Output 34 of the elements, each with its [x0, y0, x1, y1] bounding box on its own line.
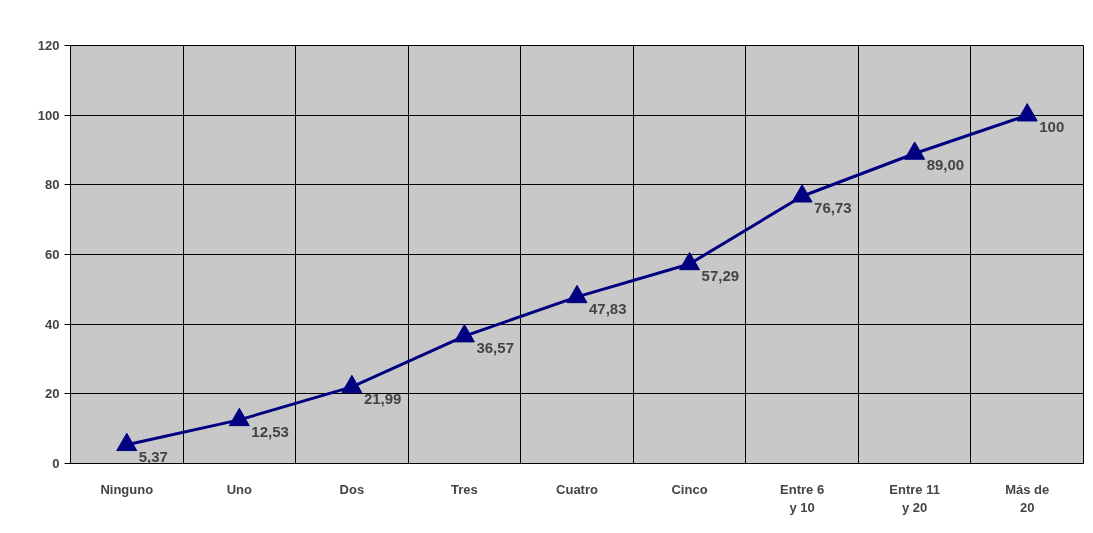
- y-tick-label: 80: [45, 177, 60, 193]
- x-tick-label: Entre 6 y 10: [780, 481, 825, 515]
- y-tick-label: 20: [45, 386, 60, 402]
- x-tick-label: Más de 20: [1005, 481, 1050, 515]
- point: [791, 184, 813, 203]
- point: [228, 407, 250, 427]
- point: [566, 284, 588, 304]
- data-label: 57,29: [701, 266, 740, 284]
- y-tick-label: 0: [52, 456, 60, 471]
- x-tick-label: Uno: [226, 481, 253, 497]
- data-label: 21,99: [363, 389, 402, 407]
- x-tick-label: Ninguno: [100, 481, 154, 497]
- data-label: 36,57: [476, 339, 514, 357]
- point: [453, 324, 475, 343]
- y-tick-label: 120: [37, 38, 60, 53]
- y-tick-label: 40: [45, 316, 60, 332]
- data-label: 12,53: [251, 422, 289, 440]
- data-label: 89,00: [926, 156, 965, 174]
- y-tick-label: 100: [37, 107, 60, 123]
- point: [116, 432, 138, 452]
- x-tick-label: Cinco: [671, 481, 708, 497]
- point: [341, 374, 363, 394]
- data-label: 5,37: [138, 447, 168, 465]
- x-tick-label: Tres: [451, 481, 478, 497]
- x-tick-label: Entre 11 y 20: [889, 481, 940, 515]
- x-tick-label: Dos: [339, 481, 365, 497]
- point: [904, 141, 926, 160]
- y-tick-label: 60: [45, 247, 60, 262]
- point: [679, 251, 701, 271]
- x-tick-label: Cuatro: [556, 481, 598, 497]
- data-label: 47,83: [589, 299, 627, 317]
- data-label: 100: [1039, 118, 1065, 136]
- point: [1016, 103, 1038, 122]
- data-label: 76,73: [814, 199, 852, 217]
